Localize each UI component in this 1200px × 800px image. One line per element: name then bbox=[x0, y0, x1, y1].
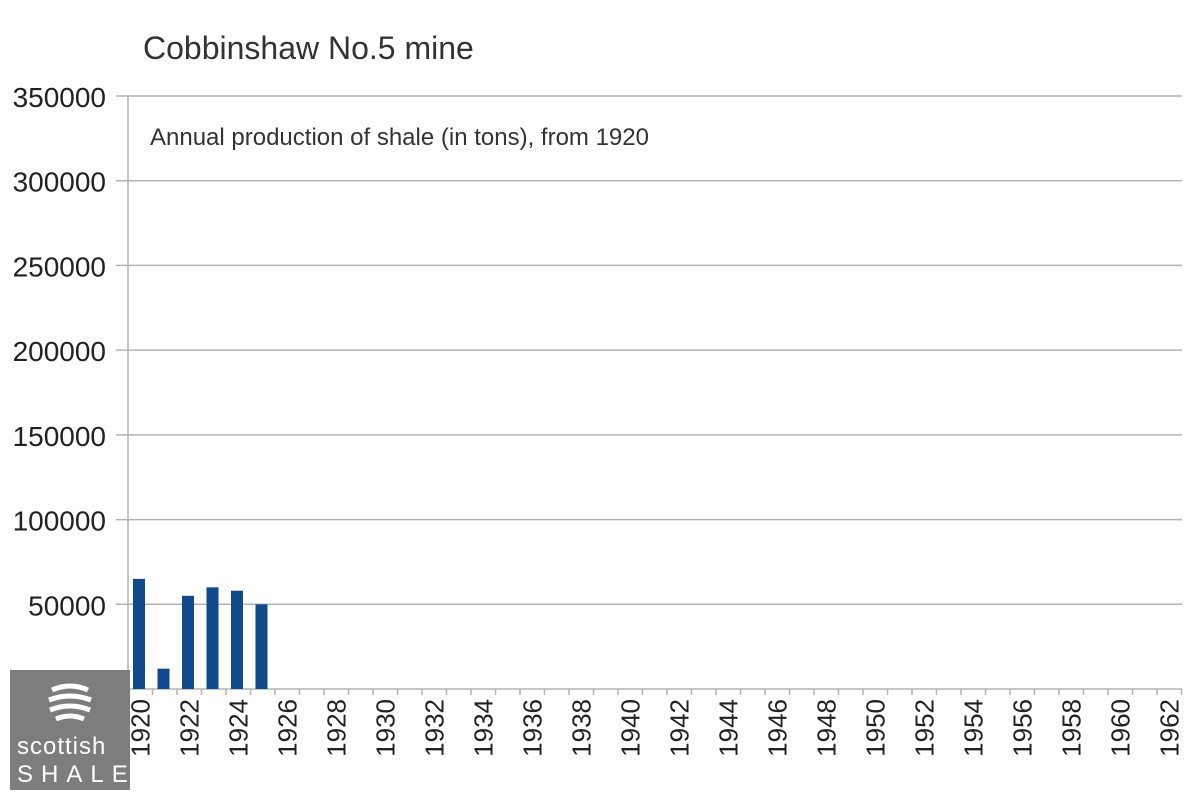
x-tick-label: 1948 bbox=[811, 699, 841, 757]
y-tick-label: 250000 bbox=[13, 251, 106, 282]
x-tick-label: 1944 bbox=[713, 699, 743, 757]
x-tick-label: 1930 bbox=[370, 699, 400, 757]
x-tick-label: 1932 bbox=[419, 699, 449, 757]
y-tick-label: 350000 bbox=[13, 82, 106, 113]
chart-title: Cobbinshaw No.5 mine bbox=[143, 30, 474, 66]
globe-icon bbox=[48, 683, 92, 722]
y-tick-label: 150000 bbox=[13, 421, 106, 452]
x-tick-label: 1942 bbox=[664, 699, 694, 757]
y-tick-label: 300000 bbox=[13, 167, 106, 198]
x-tick-label: 1934 bbox=[468, 699, 498, 757]
x-tick-label: 1928 bbox=[321, 699, 351, 757]
x-tick-label: 1920 bbox=[125, 699, 155, 757]
logo-word-scottish: scottish bbox=[17, 733, 107, 760]
bar bbox=[157, 668, 170, 689]
x-tick-label: 1954 bbox=[958, 699, 988, 757]
x-tick-label: 1924 bbox=[223, 699, 253, 757]
x-tick-label: 1946 bbox=[762, 699, 792, 757]
y-tick-label: 50000 bbox=[28, 590, 106, 621]
x-tick-label: 1936 bbox=[517, 699, 547, 757]
bar bbox=[231, 590, 243, 689]
scottish-shale-logo: scottish SHALE bbox=[10, 670, 130, 790]
bar bbox=[133, 578, 145, 689]
x-tick-label: 1926 bbox=[272, 699, 302, 757]
x-tick-label: 1962 bbox=[1154, 699, 1184, 757]
x-tick-label: 1956 bbox=[1007, 699, 1037, 757]
x-tick-label: 1940 bbox=[615, 699, 645, 757]
x-tick-label: 1922 bbox=[174, 699, 204, 757]
bar bbox=[182, 595, 194, 689]
y-tick-label: 200000 bbox=[13, 336, 106, 367]
x-tick-label: 1960 bbox=[1105, 699, 1135, 757]
logo-word-shale: SHALE bbox=[17, 761, 136, 788]
x-tick-label: 1950 bbox=[860, 699, 890, 757]
chart-subtitle: Annual production of shale (in tons), fr… bbox=[150, 124, 649, 151]
y-tick-label: 100000 bbox=[13, 506, 106, 537]
bar bbox=[206, 587, 219, 689]
x-tick-label: 1952 bbox=[909, 699, 939, 757]
x-tick-label: 1938 bbox=[566, 699, 596, 757]
bar bbox=[255, 604, 268, 689]
x-tick-label: 1958 bbox=[1056, 699, 1086, 757]
